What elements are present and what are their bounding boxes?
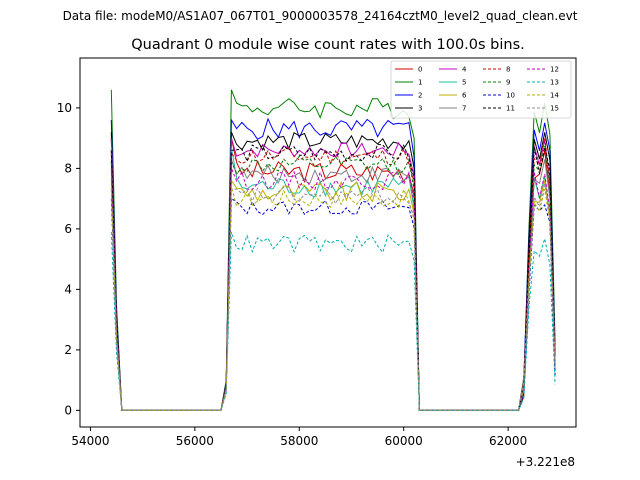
- legend-box: [390, 60, 572, 119]
- series-line-9: [110, 145, 556, 411]
- x-tick-label: 58000: [280, 434, 318, 448]
- x-tick-label: 60000: [385, 434, 423, 448]
- series-line-1: [110, 89, 556, 411]
- x-tick-label: 56000: [176, 434, 214, 448]
- legend-label-7: 7: [462, 105, 466, 113]
- legend-label-15: 15: [550, 105, 559, 113]
- y-tick-label: 8: [64, 161, 72, 175]
- y-tick-label: 0: [64, 403, 72, 417]
- y-tick-label: 10: [57, 101, 72, 115]
- series-layer: [110, 89, 556, 411]
- x-tick-label: 62000: [489, 434, 527, 448]
- series-line-10: [110, 197, 556, 411]
- series-line-3: [110, 131, 556, 411]
- series-line-4: [110, 138, 556, 411]
- series-line-12: [110, 168, 556, 411]
- y-tick-label: 6: [64, 222, 72, 236]
- legend-label-5: 5: [462, 79, 466, 87]
- series-line-5: [110, 147, 556, 411]
- y-axis: 0 2 4 6 8 10: [57, 101, 80, 417]
- x-axis: 54000 56000 58000 60000 62000: [71, 427, 527, 448]
- legend-label-3: 3: [418, 105, 422, 113]
- legend-label-14: 14: [550, 92, 559, 100]
- series-line-15: [110, 183, 556, 411]
- legend-label-6: 6: [462, 92, 467, 100]
- y-tick-label: 4: [64, 282, 72, 296]
- legend-label-13: 13: [550, 79, 559, 87]
- series-line-11: [110, 143, 556, 411]
- legend-label-4: 4: [462, 66, 467, 74]
- legend-label-12: 12: [550, 66, 559, 74]
- series-line-0: [110, 138, 556, 411]
- legend-label-0: 0: [418, 66, 422, 74]
- x-offset-label: +3.221e8: [516, 455, 575, 469]
- legend-label-1: 1: [418, 79, 422, 87]
- plot-frame: [79, 57, 577, 428]
- legend-label-9: 9: [506, 79, 510, 87]
- legend-label-10: 10: [506, 92, 515, 100]
- y-tick-label: 2: [64, 343, 72, 357]
- x-tick-label: 54000: [71, 434, 109, 448]
- legend-label-2: 2: [418, 92, 422, 100]
- series-line-13: [110, 231, 556, 411]
- figure-suptitle: Data file: modeM0/AS1A07_067T01_90000035…: [63, 9, 578, 23]
- series-line-6: [110, 178, 556, 411]
- legend-label-8: 8: [506, 66, 510, 74]
- series-line-8: [110, 138, 556, 411]
- legend-label-11: 11: [506, 105, 515, 113]
- series-line-2: [110, 117, 556, 411]
- series-line-14: [110, 186, 556, 411]
- chart-title: Quadrant 0 module wise count rates with …: [131, 37, 525, 53]
